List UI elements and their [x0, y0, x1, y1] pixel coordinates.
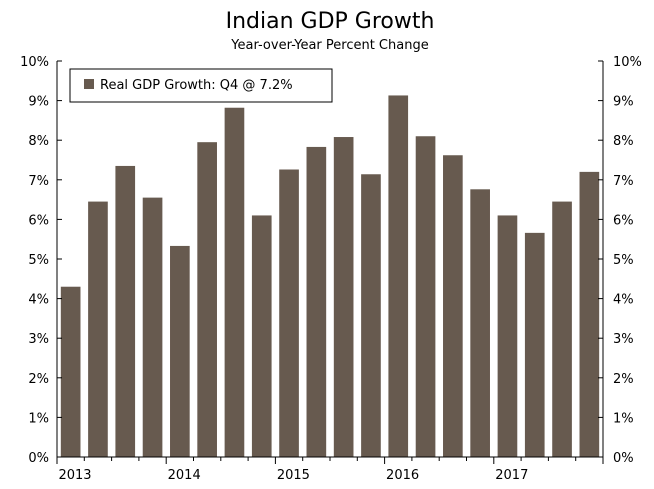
bar-11 — [333, 137, 354, 457]
y-tick-label-right: 6% — [613, 213, 634, 228]
x-tick-label-2014: 2014 — [168, 468, 201, 483]
bar-19 — [552, 201, 572, 457]
y-tick-label-left: 7% — [28, 174, 49, 189]
legend-box — [69, 68, 333, 103]
bar-9 — [279, 169, 299, 457]
x-tick-label-2015: 2015 — [277, 468, 310, 483]
chart-title: Indian GDP Growth — [226, 9, 435, 34]
bar-20 — [579, 171, 600, 457]
bar-1 — [60, 286, 81, 457]
bar-16 — [470, 189, 490, 458]
legend-label: Real GDP Growth: Q4 @ 7.2% — [100, 78, 293, 93]
y-tick-label-right: 1% — [613, 411, 634, 426]
legend-swatch — [84, 79, 94, 89]
bar-5 — [170, 245, 190, 457]
x-tick-label-2016: 2016 — [386, 468, 419, 483]
ticks-layer: 0% 0% 1% 1% 2% 2% 3% 3% 4% 4% 5% 5% 6% 6% 7% 7% 8% 8% 9% 9%… — [20, 55, 642, 483]
bars-layer — [60, 95, 600, 458]
bar-12 — [361, 174, 381, 457]
bar-4 — [142, 197, 163, 457]
bar-17 — [497, 215, 518, 457]
y-tick-label-left: 1% — [28, 411, 49, 426]
bar-15 — [443, 155, 463, 457]
y-tick-label-left: 2% — [28, 372, 49, 387]
chart-subtitle: Year-over-Year Percent Change — [230, 38, 428, 53]
y-tick-label-left: 10% — [20, 55, 49, 70]
y-tick-label-left: 6% — [28, 213, 49, 228]
y-tick-label-right: 7% — [613, 174, 634, 189]
bar-8 — [251, 215, 272, 457]
axes-layer — [56, 61, 604, 458]
y-tick-label-right: 8% — [613, 134, 634, 149]
legend: Real GDP Growth: Q4 @ 7.2% — [69, 68, 333, 103]
y-tick-label-left: 0% — [28, 451, 49, 466]
y-tick-label-left: 5% — [28, 253, 49, 268]
y-tick-label-left: 9% — [28, 95, 49, 110]
y-tick-label-right: 9% — [613, 95, 634, 110]
bar-14 — [415, 136, 436, 458]
y-tick-label-right: 5% — [613, 253, 634, 268]
y-tick-label-right: 0% — [613, 451, 634, 466]
y-tick-label-right: 10% — [613, 55, 642, 70]
bar-18 — [524, 232, 545, 457]
bar-6 — [197, 142, 217, 457]
x-tick-label-2013: 2013 — [58, 468, 91, 483]
bar-13 — [388, 95, 409, 457]
bar-2 — [88, 201, 108, 457]
bar-7 — [224, 107, 245, 457]
y-tick-label-right: 2% — [613, 372, 634, 387]
bar-3 — [115, 165, 136, 457]
y-tick-label-left: 3% — [28, 332, 49, 347]
y-tick-label-right: 3% — [613, 332, 634, 347]
bar-10 — [306, 146, 327, 457]
y-tick-label-left: 8% — [28, 134, 49, 149]
y-tick-label-right: 4% — [613, 293, 634, 308]
x-tick-label-2017: 2017 — [495, 468, 528, 483]
y-tick-label-left: 4% — [28, 293, 49, 308]
